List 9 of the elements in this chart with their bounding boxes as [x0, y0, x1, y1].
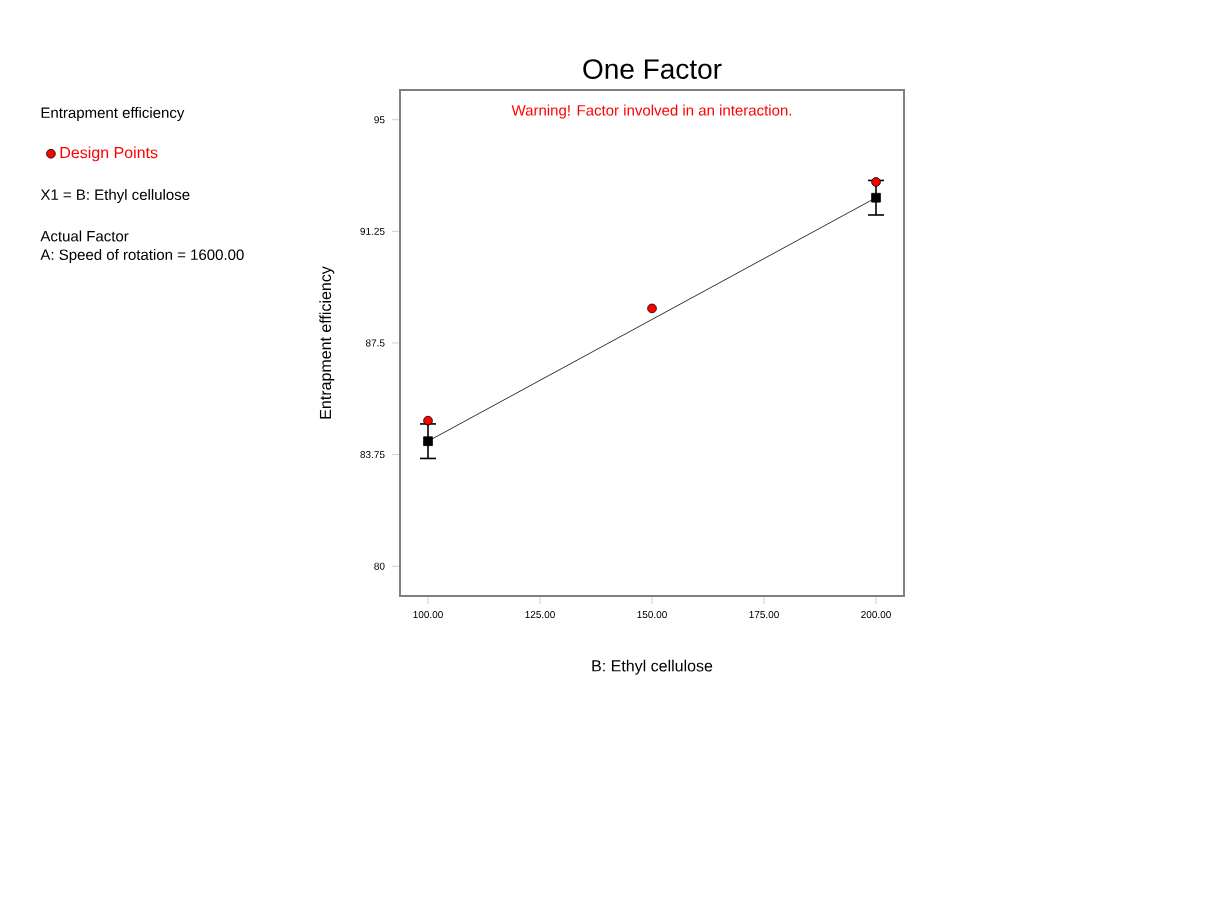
x-axis-title: B: Ethyl cellulose: [592, 659, 713, 675]
point: [423, 415, 433, 426]
point: [871, 192, 881, 203]
point: [423, 436, 433, 446]
y-axis-title: Entrapment efficiency: [319, 266, 335, 419]
chart-title: One Factor: [583, 59, 722, 79]
point: [647, 303, 657, 314]
point: [871, 177, 881, 187]
legend-label: Design Points: [60, 146, 158, 162]
